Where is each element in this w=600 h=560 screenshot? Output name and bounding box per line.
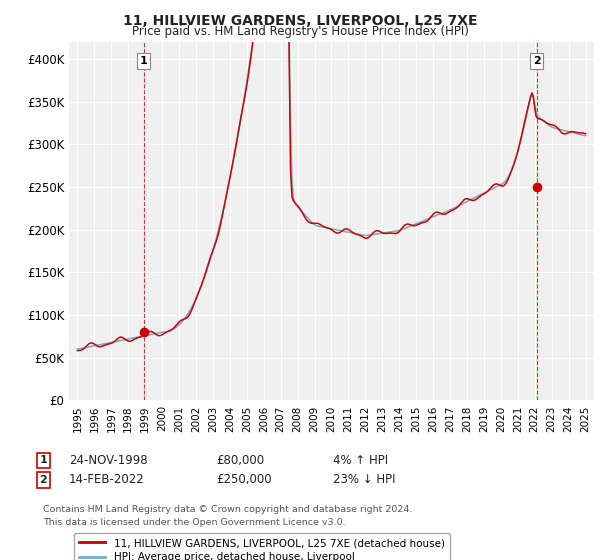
Text: £250,000: £250,000: [216, 473, 272, 487]
Text: 24-NOV-1998: 24-NOV-1998: [69, 454, 148, 467]
Text: 1: 1: [140, 56, 148, 66]
Text: 23% ↓ HPI: 23% ↓ HPI: [333, 473, 395, 487]
Text: 2: 2: [533, 56, 541, 66]
Text: Contains HM Land Registry data © Crown copyright and database right 2024.
This d: Contains HM Land Registry data © Crown c…: [43, 505, 413, 526]
Legend: 11, HILLVIEW GARDENS, LIVERPOOL, L25 7XE (detached house), HPI: Average price, d: 11, HILLVIEW GARDENS, LIVERPOOL, L25 7XE…: [74, 533, 450, 560]
Text: 11, HILLVIEW GARDENS, LIVERPOOL, L25 7XE: 11, HILLVIEW GARDENS, LIVERPOOL, L25 7XE: [123, 14, 477, 28]
Text: 14-FEB-2022: 14-FEB-2022: [69, 473, 145, 487]
Text: £80,000: £80,000: [216, 454, 264, 467]
Text: 1: 1: [40, 455, 47, 465]
Text: 2: 2: [40, 475, 47, 485]
Text: 4% ↑ HPI: 4% ↑ HPI: [333, 454, 388, 467]
Text: Price paid vs. HM Land Registry's House Price Index (HPI): Price paid vs. HM Land Registry's House …: [131, 25, 469, 38]
